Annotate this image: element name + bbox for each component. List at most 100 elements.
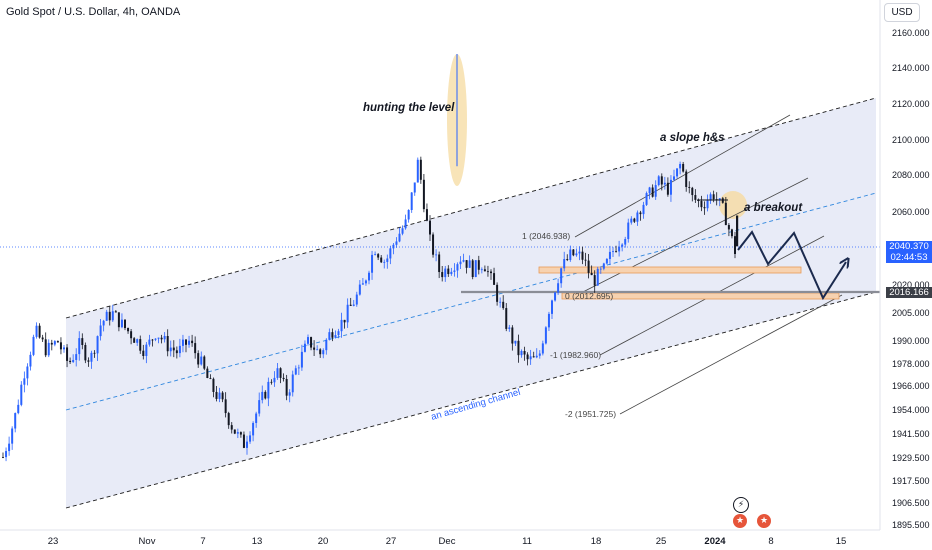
time-tick-label: 8: [768, 536, 773, 547]
candle-body: [29, 354, 32, 367]
candle-body: [175, 350, 178, 354]
time-tick-label: 25: [656, 536, 667, 547]
time-axis-bg: [0, 530, 932, 550]
candle-body: [288, 392, 291, 396]
candle-body: [72, 359, 75, 363]
candle-body: [264, 391, 267, 399]
price-tick-label: 2120.000: [892, 99, 930, 109]
time-tick-label: 2024: [704, 536, 726, 547]
candle-body: [590, 272, 593, 276]
candle-body: [468, 260, 471, 268]
ascending-channel-fill: [66, 98, 876, 508]
candle-body: [416, 159, 419, 183]
price-tick-label: 2160.000: [892, 28, 930, 38]
candle-body: [712, 194, 715, 200]
candle-body: [563, 259, 566, 269]
candle-body: [35, 325, 38, 337]
annotation-slope-hs: a slope h&s: [660, 132, 725, 144]
currency-button[interactable]: USD: [884, 3, 920, 22]
candle-body: [81, 338, 84, 346]
chart-title: Gold Spot / U.S. Dollar, 4h, OANDA: [6, 6, 181, 18]
candle-body: [96, 336, 99, 354]
time-tick-label: Dec: [439, 536, 456, 547]
candle-body: [307, 337, 309, 344]
price-tick-label: 1929.500: [892, 453, 930, 463]
candle-body: [334, 335, 337, 338]
candle-body: [23, 378, 26, 385]
candle-body: [328, 332, 331, 340]
candle-body: [618, 246, 621, 252]
upper-support-zone[interactable]: [538, 266, 802, 274]
candle-body: [529, 356, 532, 360]
candle-body: [249, 435, 252, 442]
candle-body: [429, 220, 431, 235]
candle-body: [291, 374, 294, 393]
candle-body: [419, 159, 422, 180]
candle-body: [233, 429, 236, 434]
candle-body: [389, 248, 392, 259]
candle-body: [535, 355, 538, 358]
time-tick-label: 18: [591, 536, 602, 547]
candle-body: [343, 319, 346, 323]
candle-body: [242, 434, 245, 448]
candle-body: [621, 244, 624, 247]
candle-body: [111, 311, 114, 321]
candle-body: [352, 304, 355, 306]
candle-body: [99, 325, 102, 337]
candle-body: [520, 350, 523, 356]
time-axis[interactable]: 23 Nov 7 13 20 27 Dec 11 18 25 2024 8 15: [48, 536, 847, 547]
candle-body: [636, 212, 639, 222]
candle-body: [5, 451, 8, 458]
candle-body: [84, 345, 87, 361]
candle-body: [453, 270, 456, 272]
annotation-breakout: a breakout: [744, 202, 803, 214]
candle-body: [654, 185, 657, 197]
candle-body: [544, 327, 547, 344]
candle-body: [371, 254, 374, 273]
candle-body: [14, 413, 17, 429]
projected-path: [737, 230, 846, 301]
economic-event-icon[interactable]: ★: [733, 514, 747, 528]
candle-body: [630, 218, 633, 223]
candle-body: [252, 422, 255, 436]
candle-body: [130, 331, 133, 339]
candle-body: [157, 337, 160, 339]
candle-body: [450, 271, 453, 275]
candle-body: [133, 338, 136, 343]
candle-body: [422, 179, 425, 210]
candle-body: [56, 341, 59, 343]
time-tick-label: 27: [386, 536, 397, 547]
candle-body: [322, 350, 325, 355]
candle-body: [78, 338, 81, 355]
price-tick-label: 1990.000: [892, 336, 930, 346]
candle-body: [517, 340, 520, 356]
candle-body: [69, 360, 72, 363]
flash-icon[interactable]: ⚡: [733, 497, 749, 513]
candle-body: [401, 228, 404, 234]
candle-body: [93, 352, 96, 354]
candle-body: [230, 425, 233, 430]
time-tick-label: 11: [522, 536, 532, 547]
candle-body: [361, 283, 364, 285]
economic-event-icon-2[interactable]: ★: [757, 514, 771, 528]
candle-body: [584, 259, 587, 261]
price-tick-label: 1954.000: [892, 405, 930, 415]
candle-body: [547, 313, 550, 328]
candle-body: [666, 182, 669, 195]
candle-body: [602, 263, 605, 269]
candle-body: [297, 367, 300, 369]
candle-body: [355, 294, 358, 305]
candle-body: [718, 198, 721, 200]
candle-body: [325, 339, 328, 351]
candle-body: [166, 336, 169, 352]
candle-body: [703, 207, 706, 209]
candle-body: [374, 254, 377, 255]
candle-body: [727, 225, 730, 230]
candle-body: [319, 349, 322, 355]
candle-body: [261, 391, 264, 401]
candle-body: [663, 182, 666, 185]
candle-body: [50, 342, 53, 345]
candle-body: [724, 202, 727, 226]
candle-body: [209, 378, 212, 379]
